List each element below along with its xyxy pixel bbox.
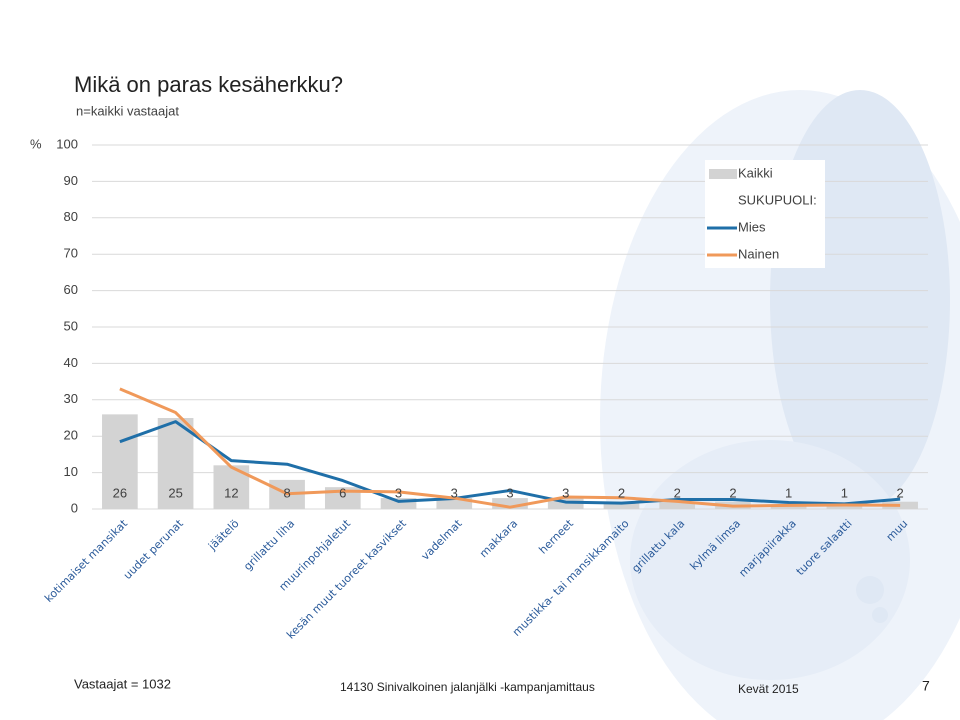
y-tick-label: 100 (56, 136, 78, 151)
legend-title: SUKUPUOLI: (738, 192, 817, 207)
x-tick-label: grillattu liha (241, 517, 297, 573)
bar (826, 505, 863, 509)
data-label: 2 (729, 485, 736, 500)
x-tick-label: makkara (477, 517, 520, 560)
data-label: 26 (113, 485, 127, 500)
x-tick-label: kotimaiset mansikat (42, 517, 130, 605)
x-tick-label: mustikka- tai mansikkamaito (510, 517, 632, 639)
data-label: 2 (897, 485, 904, 500)
data-label: 12 (224, 485, 238, 500)
y-tick-label: 80 (64, 209, 78, 224)
data-label: 6 (339, 485, 346, 500)
bar (603, 501, 640, 509)
legend-label: Nainen (738, 246, 779, 261)
y-tick-label: 20 (64, 428, 78, 443)
bar (436, 498, 473, 509)
x-tick-label: jäätelö (205, 517, 242, 554)
y-tick-label: 90 (64, 173, 78, 188)
data-label: 2 (674, 485, 681, 500)
chart-subtitle: n=kaikki vastaajat (76, 103, 179, 118)
bar (102, 414, 138, 509)
y-tick-label: 70 (64, 246, 78, 261)
bar (492, 498, 528, 509)
data-label: 8 (283, 485, 290, 500)
data-label: 1 (785, 485, 792, 500)
y-tick-label: 40 (64, 355, 78, 370)
legend-label: Kaikki (738, 165, 773, 180)
bar (380, 498, 417, 509)
bar (659, 501, 696, 509)
respondents: Vastaajat = 1032 (74, 676, 171, 691)
x-tick-label: herneet (536, 517, 576, 557)
bar (157, 418, 194, 509)
legend: Kaikki SUKUPUOLI: Mies Nainen (705, 160, 825, 268)
page-number: 7 (922, 678, 930, 694)
legend-label: Mies (738, 219, 766, 234)
legend-swatch (709, 169, 737, 179)
data-label: 1 (841, 485, 848, 500)
data-label: 3 (451, 485, 458, 500)
y-unit: % (30, 136, 42, 151)
y-tick-label: 60 (64, 282, 78, 297)
line (119, 387, 901, 509)
project: 14130 Sinivalkoinen jalanjälki -kampanja… (340, 680, 595, 694)
data-label: 3 (506, 485, 513, 500)
y-tick-label: 30 (64, 391, 78, 406)
chart-title: Mikä on paras kesäherkku? (74, 72, 343, 97)
y-tick-label: 50 (64, 318, 78, 333)
data-label: 3 (395, 485, 402, 500)
y-tick-label: 10 (64, 464, 78, 479)
line (119, 420, 901, 506)
data-label: 3 (562, 485, 569, 500)
period: Kevät 2015 (738, 682, 799, 696)
y-tick-label: 0 (71, 500, 78, 515)
x-tick-label: vadelmat (419, 517, 465, 563)
bar (770, 505, 807, 509)
x-tick-label: kesän muut tuoreet kasvikset (284, 517, 409, 642)
x-tick-label: uudet perunat (121, 517, 186, 582)
data-label: 25 (168, 485, 182, 500)
data-label: 2 (618, 485, 625, 500)
